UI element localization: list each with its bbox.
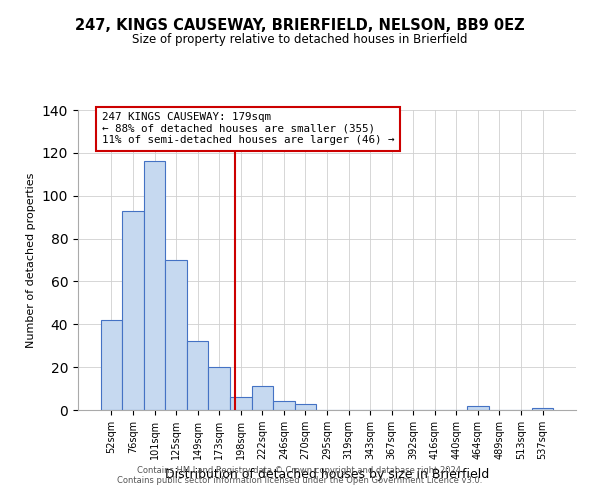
Bar (187, 342, 208, 410)
Text: Contains HM Land Registry data © Crown copyright and database right 2024.
Contai: Contains HM Land Registry data © Crown c… (118, 466, 482, 485)
Bar (230, 397, 251, 410)
Bar (166, 260, 187, 410)
Bar (532, 408, 553, 410)
Bar (122, 210, 144, 410)
Y-axis label: Number of detached properties: Number of detached properties (26, 172, 37, 348)
Text: 247 KINGS CAUSEWAY: 179sqm
← 88% of detached houses are smaller (355)
11% of sem: 247 KINGS CAUSEWAY: 179sqm ← 88% of deta… (102, 112, 394, 146)
X-axis label: Distribution of detached houses by size in Brierfield: Distribution of detached houses by size … (165, 468, 489, 480)
Bar (101, 320, 122, 410)
Text: Size of property relative to detached houses in Brierfield: Size of property relative to detached ho… (132, 32, 468, 46)
Bar (273, 402, 295, 410)
Bar (295, 404, 316, 410)
Bar (467, 406, 488, 410)
Text: 247, KINGS CAUSEWAY, BRIERFIELD, NELSON, BB9 0EZ: 247, KINGS CAUSEWAY, BRIERFIELD, NELSON,… (75, 18, 525, 32)
Bar (144, 162, 166, 410)
Bar (208, 367, 230, 410)
Bar (251, 386, 273, 410)
